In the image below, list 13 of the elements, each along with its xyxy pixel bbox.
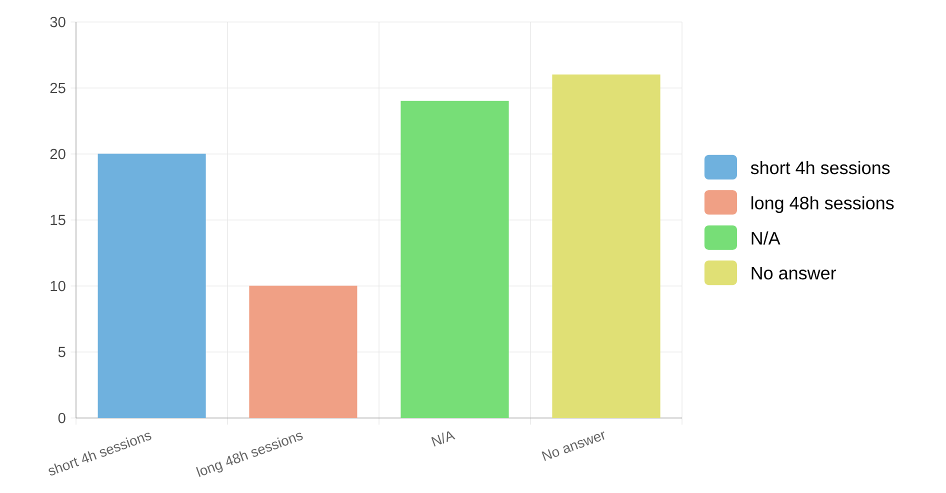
legend-label: short 4h sessions (750, 161, 890, 174)
x-tick-label: No answer (542, 431, 604, 461)
legend-label: No answer (752, 266, 836, 280)
y-tick-label: 5 (58, 346, 66, 358)
x-tick-label: N/A (431, 431, 456, 446)
y-tick-label: 30 (50, 16, 66, 28)
y-tick-label: 15 (50, 214, 66, 226)
legend-label: N/A (752, 231, 780, 245)
y-tick-label: 10 (50, 280, 66, 292)
y-tick-label: 0 (58, 412, 66, 424)
y-tick-label: 20 (50, 148, 66, 160)
y-tick-label: 25 (50, 82, 66, 94)
legend-label: long 48h sessions (752, 196, 894, 213)
